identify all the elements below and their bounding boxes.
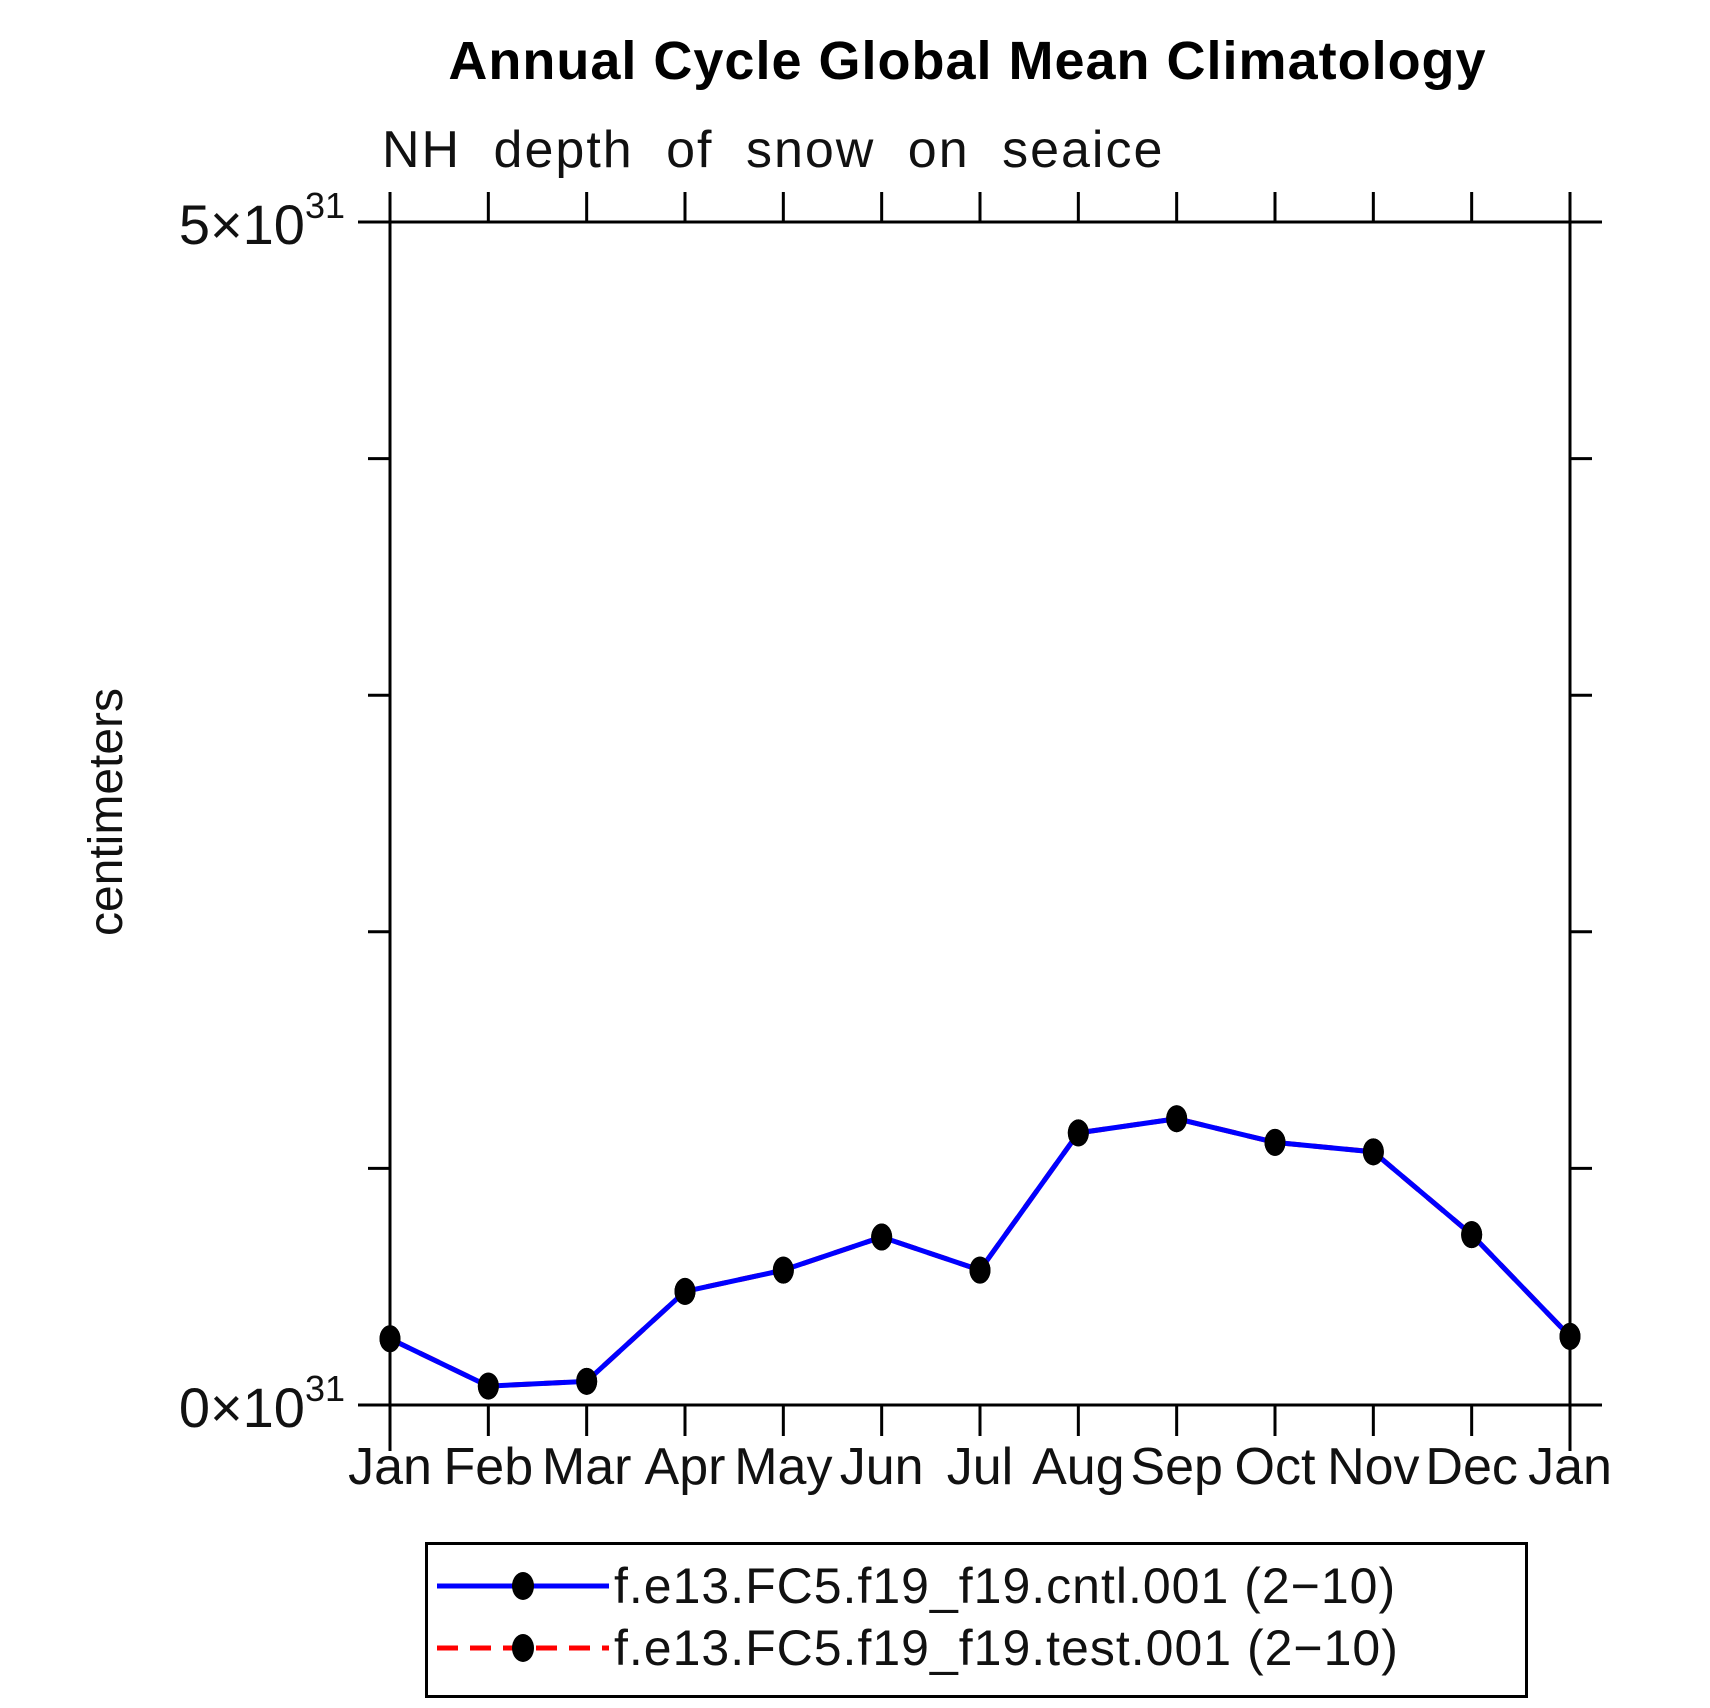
data-point-marker	[1264, 1128, 1286, 1156]
x-tick-label: Nov	[1327, 1438, 1419, 1496]
x-tick-label: Dec	[1425, 1438, 1517, 1496]
legend-row-cntl: f.e13.FC5.f19_f19.cntl.001 (2−10)	[432, 1561, 1525, 1611]
legend-cntl-marker-icon	[512, 1572, 534, 1600]
data-point-marker	[772, 1256, 794, 1284]
x-tick-label: Apr	[645, 1438, 726, 1496]
legend-cntl-line-icon	[437, 1572, 609, 1600]
x-tick-label: May	[734, 1438, 832, 1496]
data-point-marker	[1362, 1138, 1384, 1166]
data-point-marker	[477, 1372, 499, 1400]
series-line-cntl	[388, 1116, 1572, 1389]
series-line-test	[388, 1116, 1572, 1389]
legend-box: f.e13.FC5.f19_f19.cntl.001 (2−10) f.e13.…	[425, 1542, 1528, 1698]
legend-label-test: f.e13.FC5.f19_f19.test.001 (2−10)	[614, 1620, 1399, 1676]
data-point-marker	[1461, 1221, 1483, 1249]
y-axis-label-bottom: 0×1031	[179, 1368, 345, 1439]
legend-row-test: f.e13.FC5.f19_f19.test.001 (2−10)	[432, 1623, 1525, 1673]
x-tick-label: Jun	[840, 1438, 924, 1496]
legend-label-cntl: f.e13.FC5.f19_f19.cntl.001 (2−10)	[614, 1558, 1397, 1614]
x-tick-label: Feb	[444, 1438, 534, 1496]
data-point-marker	[674, 1277, 696, 1305]
y-axis-title: centimeters	[80, 688, 133, 936]
legend-test-line-icon	[437, 1634, 609, 1662]
data-point-marker	[1559, 1322, 1581, 1350]
data-point-marker	[969, 1256, 991, 1284]
data-point-marker	[1067, 1119, 1089, 1147]
data-point-marker	[1166, 1105, 1188, 1133]
x-tick-label: Aug	[1032, 1438, 1125, 1496]
y-axis-label-top: 5×1031	[179, 185, 345, 256]
chart-title: Annual Cycle Global Mean Climatology	[448, 31, 1487, 91]
data-point-marker	[379, 1325, 401, 1353]
chart-subtitle: NH depth of snow on seaice	[382, 121, 1165, 179]
x-tick-label: Jan	[348, 1438, 432, 1496]
data-point-marker	[576, 1367, 598, 1395]
x-tick-label: Oct	[1235, 1438, 1316, 1496]
x-tick-label: Sep	[1130, 1438, 1223, 1496]
data-point-marker	[871, 1223, 893, 1251]
x-tick-label: Jan	[1528, 1438, 1612, 1496]
legend-test-marker-icon	[512, 1634, 534, 1662]
x-tick-label: Jul	[947, 1438, 1013, 1496]
x-tick-label: Mar	[542, 1438, 632, 1496]
